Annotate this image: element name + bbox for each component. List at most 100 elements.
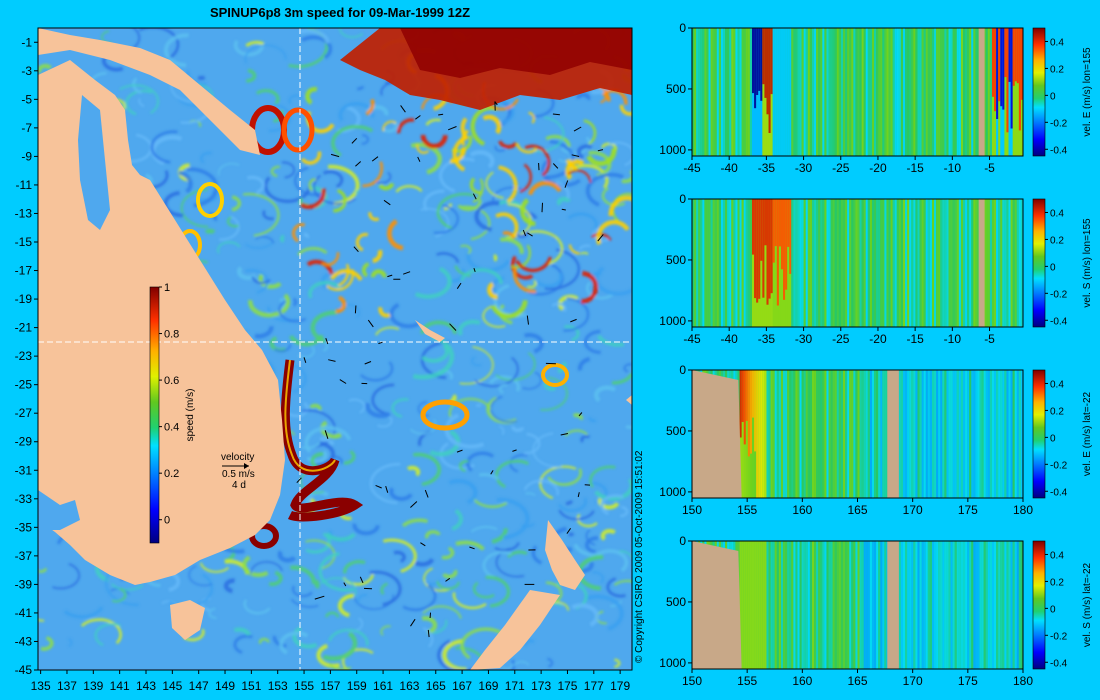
speed-streak bbox=[233, 627, 251, 636]
panel-column-top bbox=[725, 199, 728, 327]
speed-streak bbox=[527, 180, 562, 196]
speed-streak bbox=[333, 188, 347, 213]
velocity-vector bbox=[490, 470, 494, 475]
speed-colorbar-label: speed (m/s) bbox=[185, 389, 196, 442]
speed-streak bbox=[611, 372, 632, 385]
velocity-vector bbox=[403, 271, 411, 275]
map-y-tick-label: -7 bbox=[21, 121, 32, 135]
speed-streak bbox=[320, 420, 343, 439]
panel-column-top bbox=[741, 28, 745, 156]
panel-column-top bbox=[940, 199, 943, 327]
panel-column-top bbox=[712, 28, 716, 156]
speed-streak bbox=[425, 118, 441, 126]
panel-colorbar-tick-label: -0.4 bbox=[1050, 487, 1068, 498]
speed-streak bbox=[436, 192, 475, 230]
panel-column-top bbox=[923, 199, 927, 327]
panel-column-top bbox=[803, 370, 807, 498]
panel-column-top bbox=[1000, 370, 1003, 498]
panel-column-top bbox=[998, 370, 1001, 498]
speed-streak bbox=[515, 256, 553, 273]
speed-streak bbox=[251, 276, 271, 285]
map-x-tick-label: 173 bbox=[531, 679, 551, 693]
panel-column-top bbox=[843, 28, 846, 156]
speed-streak bbox=[150, 135, 183, 166]
panel-column-top bbox=[1018, 370, 1022, 498]
velocity-vector bbox=[449, 323, 457, 331]
speed-streak bbox=[580, 434, 591, 443]
speed-streak bbox=[421, 616, 438, 635]
speed-streak bbox=[119, 84, 160, 114]
eac-edge bbox=[284, 359, 336, 472]
panel-column-top bbox=[886, 28, 890, 156]
speed-streak bbox=[270, 165, 280, 178]
speed-streak bbox=[485, 575, 511, 608]
panel-column-top bbox=[880, 541, 883, 669]
panel-column-top bbox=[911, 199, 914, 327]
panel-column-top bbox=[971, 28, 974, 156]
map-frame bbox=[37, 27, 633, 671]
map-x-tick-label: 147 bbox=[189, 679, 209, 693]
panel-column-top bbox=[820, 541, 823, 669]
panel-column-top bbox=[814, 370, 817, 498]
panel-column-top bbox=[830, 370, 834, 498]
panel-column-top bbox=[832, 370, 836, 498]
panel-column-top bbox=[960, 370, 964, 498]
panel-y-tick-label: 1000 bbox=[659, 485, 686, 499]
panel-column-top bbox=[843, 541, 846, 669]
speed-streak bbox=[268, 103, 292, 132]
panel-column bbox=[745, 370, 749, 498]
panel-column-top bbox=[739, 370, 743, 438]
speed-streak bbox=[620, 505, 629, 518]
panel-column-top bbox=[936, 541, 939, 669]
speed-streak bbox=[277, 550, 297, 563]
speed-colorbar-tick-label: 0.4 bbox=[164, 422, 179, 434]
velocity-vector bbox=[359, 576, 364, 584]
panel-column bbox=[751, 370, 755, 498]
panel-column-top bbox=[878, 541, 881, 669]
panel-column-top bbox=[903, 541, 906, 669]
panel-column-top bbox=[768, 28, 772, 133]
panel-column-top bbox=[927, 199, 931, 327]
speed-streak bbox=[586, 148, 617, 167]
speed-streak bbox=[337, 593, 355, 618]
speed-streak bbox=[264, 176, 312, 203]
panel-colorbar-gradient bbox=[1032, 198, 1046, 328]
map-x-tick-label: 155 bbox=[294, 679, 314, 693]
panel-column-top bbox=[762, 28, 766, 85]
new-caledonia-land bbox=[415, 320, 445, 342]
panel-column-top bbox=[766, 541, 770, 669]
speed-streak bbox=[592, 571, 605, 584]
panel-column-top bbox=[884, 370, 888, 498]
map-y-tick-label: -31 bbox=[15, 463, 33, 477]
speed-streak bbox=[377, 415, 393, 428]
speed-streak bbox=[242, 193, 280, 237]
panel-column-top bbox=[793, 541, 797, 669]
speed-streak bbox=[524, 639, 535, 647]
map-y-tick-label: -3 bbox=[21, 64, 32, 78]
panel-column-top bbox=[1002, 28, 1005, 110]
speed-streak bbox=[566, 159, 578, 171]
panel-column-top bbox=[969, 370, 972, 498]
speed-streak bbox=[433, 204, 459, 235]
panel-column-top bbox=[861, 28, 865, 156]
panel-column-top bbox=[936, 370, 939, 498]
panel-column-top bbox=[934, 370, 937, 498]
speed-streak bbox=[357, 593, 368, 604]
panel-field bbox=[692, 541, 1023, 669]
speed-streak bbox=[482, 114, 502, 135]
speed-streak bbox=[557, 196, 571, 206]
velocity-vector bbox=[339, 379, 347, 384]
velocity-vector bbox=[417, 156, 421, 162]
eddy bbox=[281, 107, 315, 153]
speed-streak bbox=[625, 425, 632, 429]
speed-streak bbox=[63, 606, 104, 619]
map-x-tick-label: 157 bbox=[320, 679, 340, 693]
panel-column bbox=[772, 199, 776, 327]
panel-column bbox=[762, 28, 766, 156]
panel-column-top bbox=[989, 541, 993, 669]
panel-column-top bbox=[729, 199, 732, 327]
speed-streak bbox=[343, 560, 366, 574]
velocity-vector bbox=[353, 246, 359, 253]
map-x-tick-label: 153 bbox=[268, 679, 288, 693]
panel-column-top bbox=[762, 199, 766, 298]
